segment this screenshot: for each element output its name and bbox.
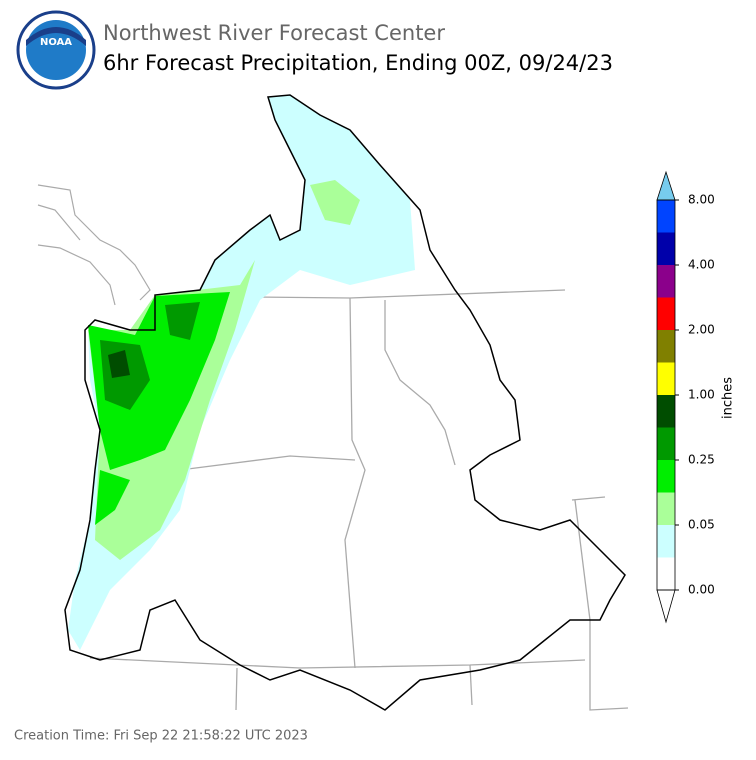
colorbar-segment [657,362,675,395]
colorbar-tick-label: 0.25 [688,453,715,467]
logo-text: NOAA [40,37,72,48]
colorbar-tick-label: 0.00 [688,583,715,597]
colorbar-segment [657,232,675,265]
basin-outline [64,94,626,711]
colorbar-segment [657,200,675,233]
colorbar-segment [657,265,675,298]
colorbar-segment [657,557,675,590]
footer: Creation Time: Fri Sep 22 21:58:22 UTC 2… [14,729,308,744]
subtitle: 6hr Forecast Precipitation, Ending 00Z, … [103,51,613,75]
colorbar-segment [657,460,675,493]
map [37,94,629,711]
darkestgreen-area [108,350,130,378]
green-area [88,292,230,470]
colorbar-segment [657,297,675,330]
green-area [95,470,130,525]
colorbar-segment [657,330,675,363]
colorbar-over [656,170,676,201]
title: Northwest River Forecast Center [103,21,445,45]
colorbar-segment [657,427,675,460]
logo: NOAA [16,10,96,90]
colorbar-segment [657,492,675,525]
colorbar-tick-label: 0.05 [688,518,715,532]
lightgreen-area [310,180,360,225]
colorbar-tick-label: 8.00 [688,193,715,207]
coastline [37,184,151,306]
colorbar-tick-label: 4.00 [688,258,715,272]
colorbar-segment [657,525,675,558]
darkgreen-area [100,302,200,410]
colorbar-tick-label: 1.00 [688,388,715,402]
colorbar-tick-label: 2.00 [688,323,715,337]
colorbar-under [656,589,676,624]
colorbar-segment [657,395,675,428]
colorbar-label: inches [721,377,736,419]
colorbar: 0.00 0.05 0.25 1.00 2.00 4.00 8.00 [656,170,715,624]
